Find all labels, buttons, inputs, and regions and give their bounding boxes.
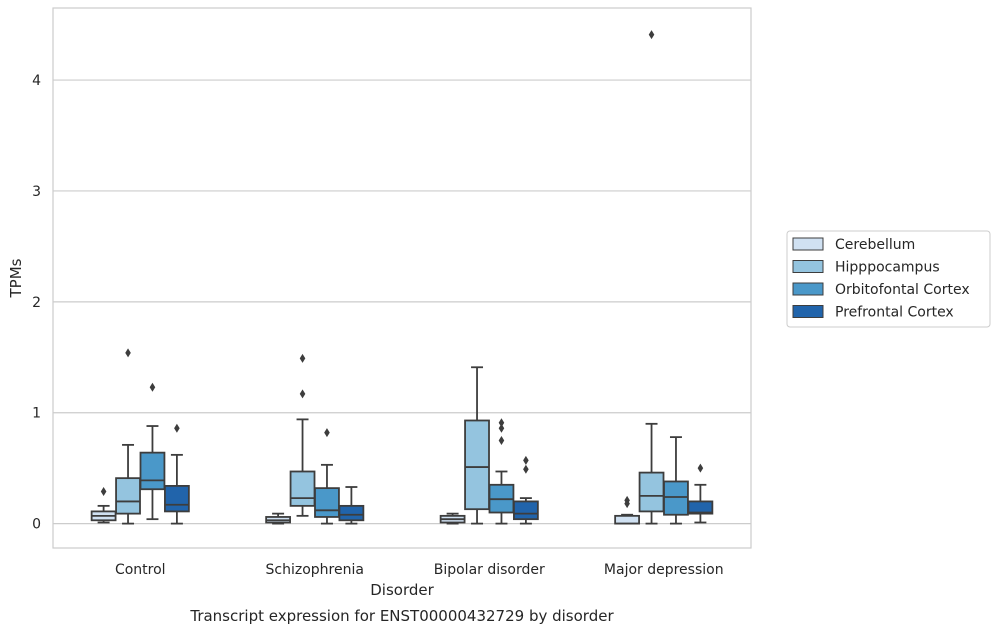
chart-caption: Transcript expression for ENST0000043272… [189,607,614,625]
outlier-point [100,486,107,496]
outlier-point [125,348,131,358]
legend-entry: Orbitofontal Cortex [835,282,970,298]
box-orbitofontal-cortex [488,418,515,525]
box-iqr [164,485,190,513]
legend: Cerebellum Hipppocampus Orbitofontal Corte… [786,230,991,328]
box-iqr [687,500,714,515]
legend-swatch [792,260,824,273]
legend-frame [786,230,991,328]
legend-entry: Prefrontal Cortex [835,305,954,321]
y-tick-label: 3 [32,184,41,200]
box-cerebellum [90,486,117,524]
box-iqr [513,500,539,521]
outlier-point [498,423,505,433]
legend-swatch [792,305,824,318]
y-tick-label: 2 [32,295,41,311]
box-iqr [638,471,665,513]
x-tick-label: Schizophrenia [266,562,364,578]
outlier-point [498,435,505,445]
box-iqr [663,480,689,516]
outlier-point [299,353,306,363]
outlier-point [149,382,156,392]
box-orbitofontal-cortex [139,382,166,521]
x-ticks: Control Schizophrenia Bipolar disorder Majo… [115,562,724,578]
outlier-point [648,30,655,40]
box-prefrontal-cortex [687,463,714,524]
x-tick-label: Bipolar disorder [434,562,545,578]
x-axis-label: Disorder [370,581,434,599]
box-iqr [289,470,316,507]
y-tick-label: 0 [32,517,41,533]
outlier-point [697,463,704,473]
y-ticks: 0 1 2 3 4 [32,73,41,533]
box-iqr [139,451,166,491]
outlier-point [498,418,505,428]
box-prefrontal-cortex [513,455,539,525]
y-tick-label: 4 [32,73,41,89]
legend-entry: Cerebellum [835,237,915,253]
outlier-point [624,495,630,505]
legend-swatch [792,237,824,251]
box-orbitofontal-cortex [663,436,689,525]
y-axis-label: TPMs [7,258,25,298]
box-orbitofontal-cortex [314,428,340,525]
box-iqr [464,419,490,511]
box-prefrontal-cortex [338,486,365,525]
boxes [90,30,714,525]
box-iqr [614,514,640,525]
outlier-point [174,423,180,433]
box-iqr [115,477,141,515]
box-prefrontal-cortex [164,423,190,525]
legend-entry: Hipppocampus [835,260,940,276]
x-tick-label: Control [115,562,166,578]
outlier-point [523,464,529,474]
outlier-point [523,455,529,465]
box-iqr [338,504,365,522]
box-hipppocampus [115,348,141,525]
box-cerebellum [265,512,291,525]
plot-background [53,8,751,548]
outlier-point [324,428,330,438]
box-cerebellum [439,512,466,525]
box-hipppocampus [464,366,490,525]
box-iqr [314,487,340,518]
x-tick-label: Major depression [604,562,724,578]
y-tick-label: 1 [32,406,41,422]
box-cerebellum [614,495,640,525]
box-hipppocampus [289,353,316,517]
legend-swatch [792,282,824,296]
plot-frame [52,7,752,549]
outlier-point [299,389,306,399]
